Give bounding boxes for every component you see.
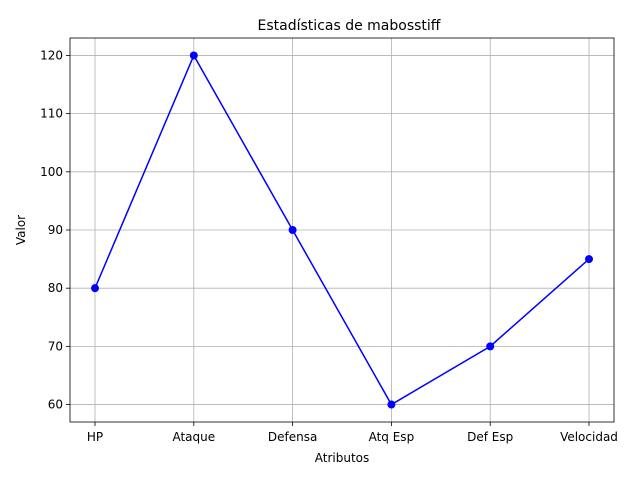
x-tick-label: Velocidad [560,430,618,444]
y-tick-label: 110 [40,107,63,121]
plot-area [91,51,593,409]
y-tick-label: 70 [48,339,63,353]
data-point-atq-esp [387,400,396,409]
y-tick-label: 90 [48,223,63,237]
chart-title: Estadísticas de mabosstiff [258,18,441,34]
x-tick-label: Defensa [268,430,317,444]
data-point-def-esp [486,342,495,351]
y-tick-label: 100 [40,165,63,179]
series-line [94,53,590,406]
axis-ticks: HP Ataque Defensa Atq Esp Def Esp Velocidad 60… [40,48,618,444]
data-point-hp [91,284,99,293]
x-tick-label: Ataque [172,430,215,444]
x-axis-label: Atributos [315,451,370,465]
x-tick-label: HP [87,430,103,444]
y-axis-label: Valor [14,215,28,245]
grid [70,38,614,422]
data-point-velocidad [585,255,593,264]
x-tick-label: Atq Esp [369,430,415,444]
y-tick-label: 120 [40,48,63,62]
y-tick-label: 80 [48,281,63,295]
data-point-defensa [288,226,297,234]
data-point-ataque [189,51,198,60]
y-tick-label: 60 [48,398,63,412]
plot-frame [69,37,615,423]
x-tick-label: Def Esp [467,430,513,444]
